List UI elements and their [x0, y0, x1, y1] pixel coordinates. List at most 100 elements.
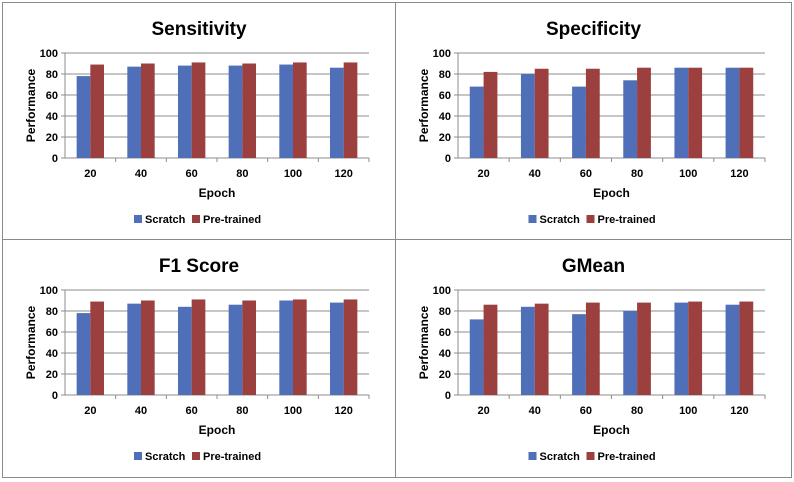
bar-scratch-120	[329, 67, 344, 158]
y-tick-label: 20	[46, 132, 58, 144]
x-tick-label: 60	[186, 405, 198, 417]
bar-scratch-20	[76, 313, 91, 395]
y-tick-label: 0	[445, 153, 451, 165]
chart-panel-gmean: GMean 0 20 40 60 80 100 Performance 20 40 60 80 100 1…	[395, 239, 792, 478]
y-tick-label: 80	[46, 306, 58, 318]
bar-scratch-20	[469, 319, 484, 395]
x-tick-label: 80	[631, 168, 643, 180]
x-axis-label: Epoch	[199, 186, 236, 200]
bar-pre-trained-40	[141, 300, 155, 395]
legend-label-pre-trained: Pre-trained	[203, 451, 261, 463]
legend-swatch-scratch	[134, 215, 142, 223]
legend-swatch-scratch	[528, 452, 537, 460]
bar-pre-trained-60	[585, 68, 600, 158]
y-axis-label: Performance	[417, 68, 431, 142]
chart-panel-f1-score: F1 Score 0 20 40 60 80 100 Performance 20 40 60 80 1…	[2, 239, 396, 478]
bar-scratch-40	[520, 74, 535, 158]
legend-label-pre-trained: Pre-trained	[203, 214, 261, 226]
bar-pre-trained-120	[343, 62, 358, 159]
bar-scratch-20	[469, 86, 484, 158]
y-tick-label: 60	[439, 327, 451, 339]
bar-pre-trained-100	[688, 301, 703, 395]
x-tick-label: 80	[236, 405, 248, 417]
y-tick-label: 100	[40, 48, 58, 60]
bar-pre-trained-60	[191, 299, 206, 395]
bar-scratch-60	[572, 314, 586, 395]
chart-title: GMean	[562, 256, 625, 277]
bar-pre-trained-60	[191, 62, 206, 159]
y-tick-label: 0	[52, 153, 58, 165]
y-tick-label: 0	[445, 390, 451, 402]
chart-panel-specificity: Specificity 0 20 40 60 80 100 Performance 20 40 60…	[395, 2, 792, 240]
x-tick-label: 120	[334, 405, 352, 417]
y-tick-label: 20	[46, 369, 58, 381]
bar-scratch-100	[674, 67, 689, 158]
bar-pre-trained-60	[585, 302, 600, 395]
x-tick-label: 120	[730, 168, 748, 180]
legend-swatch-scratch	[134, 452, 142, 460]
y-axis-label: Performance	[24, 305, 38, 379]
y-tick-label: 60	[46, 327, 58, 339]
chart-title: Specificity	[546, 19, 641, 40]
bar-pre-trained-80	[242, 300, 257, 395]
y-tick-label: 60	[46, 90, 58, 102]
bar-scratch-40	[127, 303, 141, 395]
y-tick-label: 20	[439, 132, 451, 144]
bar-pre-trained-40	[534, 68, 549, 158]
bar-scratch-40	[127, 66, 141, 158]
x-axis-label: Epoch	[593, 423, 630, 437]
y-tick-label: 80	[439, 69, 451, 81]
y-tick-label: 40	[46, 111, 58, 123]
bar-pre-trained-100	[293, 62, 307, 159]
bar-scratch-100	[674, 302, 689, 395]
x-tick-label: 20	[477, 168, 489, 180]
y-tick-label: 40	[439, 348, 451, 360]
x-tick-label: 40	[529, 168, 541, 180]
bar-scratch-120	[725, 304, 740, 395]
bar-pre-trained-20	[90, 301, 105, 395]
x-tick-label: 100	[284, 168, 302, 180]
chart-title: Sensitivity	[151, 19, 246, 40]
bar-scratch-40	[520, 306, 535, 395]
x-axis-label: Epoch	[199, 423, 236, 437]
chart-title: F1 Score	[159, 256, 239, 277]
x-tick-label: 60	[186, 168, 198, 180]
legend-label-pre-trained: Pre-trained	[598, 451, 656, 463]
legend-label-scratch: Scratch	[540, 451, 581, 463]
legend-swatch-pre-trained	[586, 452, 595, 460]
bar-scratch-120	[725, 67, 740, 158]
bar-pre-trained-120	[739, 301, 754, 395]
x-tick-label: 20	[84, 168, 96, 180]
bar-scratch-100	[279, 64, 293, 158]
y-tick-label: 60	[439, 90, 451, 102]
x-tick-label: 100	[284, 405, 302, 417]
y-tick-label: 20	[439, 369, 451, 381]
bar-pre-trained-80	[242, 63, 257, 158]
bar-scratch-60	[572, 86, 586, 158]
legend-label-scratch: Scratch	[145, 214, 186, 226]
bar-scratch-100	[279, 300, 293, 395]
y-axis-label: Performance	[417, 305, 431, 379]
x-tick-label: 100	[679, 168, 697, 180]
legend-label-pre-trained: Pre-trained	[598, 214, 656, 226]
x-tick-label: 20	[84, 405, 96, 417]
bar-pre-trained-100	[293, 299, 307, 395]
x-tick-label: 60	[580, 168, 592, 180]
y-tick-label: 80	[46, 69, 58, 81]
x-tick-label: 20	[477, 405, 489, 417]
bar-pre-trained-80	[637, 67, 651, 158]
bar-scratch-20	[76, 76, 91, 158]
legend-swatch-pre-trained	[192, 215, 200, 223]
x-tick-label: 100	[679, 405, 697, 417]
bar-scratch-80	[228, 304, 243, 395]
y-tick-label: 80	[439, 306, 451, 318]
bar-scratch-120	[329, 302, 344, 395]
x-tick-label: 40	[135, 405, 147, 417]
x-tick-label: 40	[135, 168, 147, 180]
legend-label-scratch: Scratch	[540, 214, 581, 226]
